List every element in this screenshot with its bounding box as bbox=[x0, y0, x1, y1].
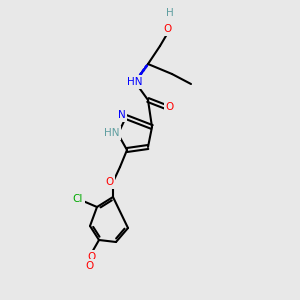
Text: O: O bbox=[164, 24, 172, 34]
Text: O: O bbox=[166, 102, 174, 112]
Text: O: O bbox=[105, 177, 113, 187]
Text: O: O bbox=[87, 252, 95, 262]
Text: HN: HN bbox=[104, 128, 120, 138]
Text: N: N bbox=[118, 110, 126, 120]
Text: HN: HN bbox=[127, 77, 143, 87]
Text: O: O bbox=[85, 261, 93, 271]
Text: Cl: Cl bbox=[73, 194, 83, 204]
Text: H: H bbox=[166, 8, 174, 18]
